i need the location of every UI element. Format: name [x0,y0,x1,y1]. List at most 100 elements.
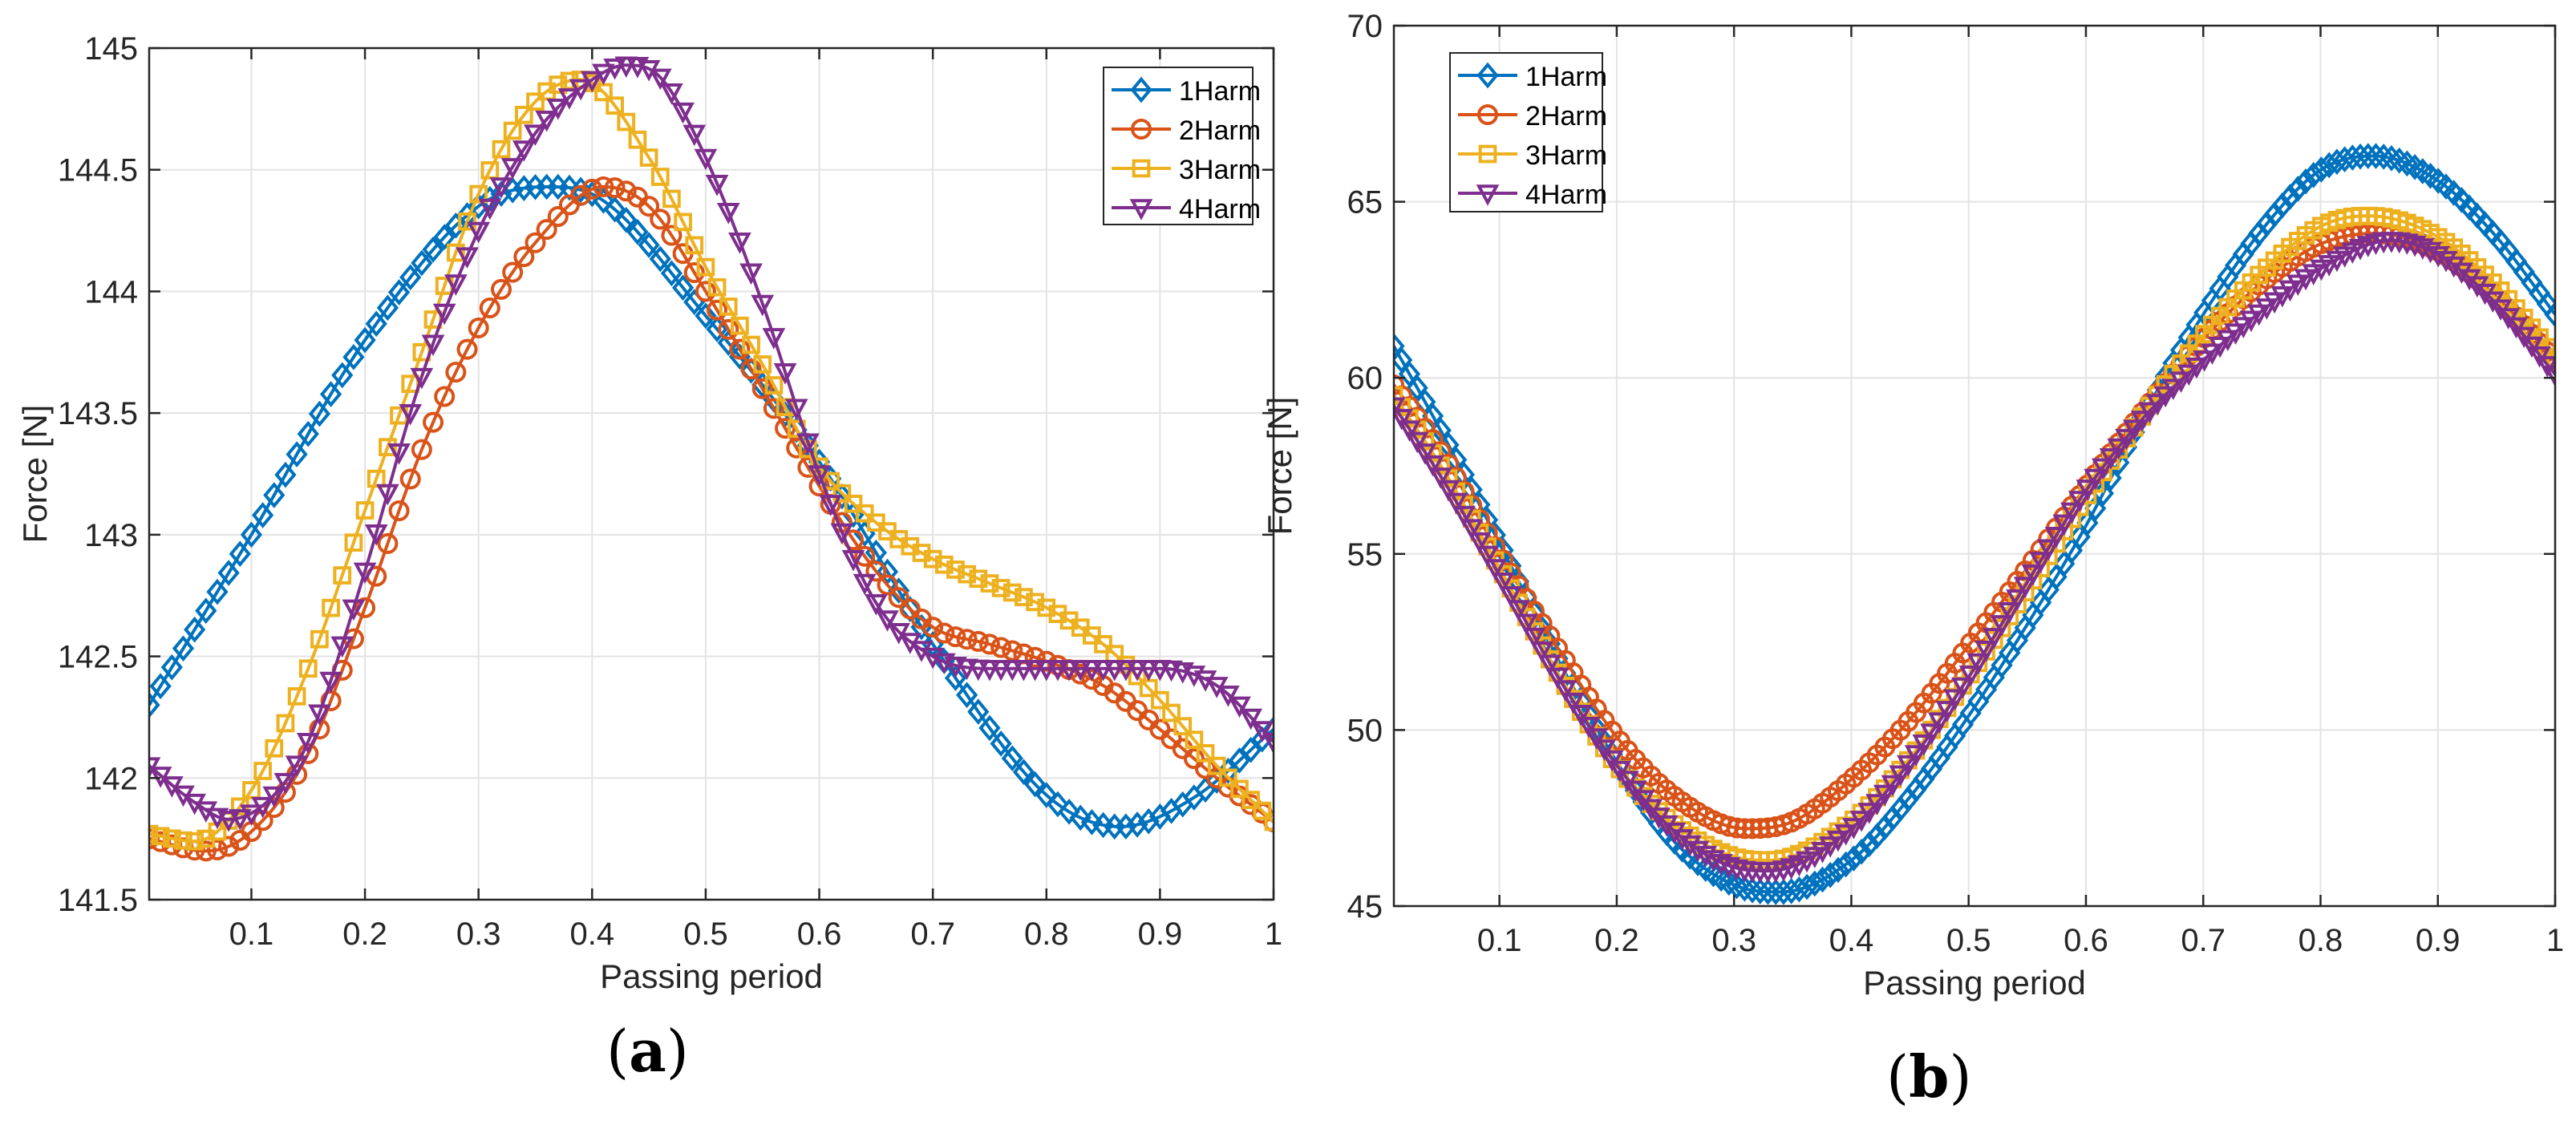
marker-3Harm [276,714,295,733]
marker-4Harm [2021,564,2045,586]
marker-4Harm [353,562,377,585]
marker-3Harm [503,121,522,140]
marker-1Harm [569,176,592,204]
marker-1Harm [1012,759,1035,786]
marker-2Harm [775,418,796,439]
marker-4Harm [2224,323,2247,345]
marker-4Harm [1975,641,1998,662]
marker-4Harm [2107,438,2131,460]
marker-4Harm [1239,708,1263,730]
marker-1Harm [739,357,763,384]
marker-4Harm [2084,468,2107,491]
marker-4Harm [524,124,547,146]
marker-4Harm [1012,659,1035,682]
x-tick-label: 0.2 [1594,923,1639,958]
marker-1Harm [263,482,286,508]
marker-1Harm [2357,143,2380,169]
marker-4Harm [1958,665,1983,687]
marker-3Harm [298,659,318,678]
marker-4Harm [1849,811,1873,832]
marker-4Harm [251,796,274,819]
marker-4Harm [2115,428,2138,451]
marker-4Harm [1514,613,1538,636]
marker-3Harm [174,831,192,850]
marker-4Harm [2270,285,2295,308]
marker-4Harm [387,443,411,465]
marker-4Harm [240,804,263,826]
marker-4Harm [330,636,354,658]
marker-4Harm [1068,659,1092,682]
marker-4Harm [1943,689,1967,711]
marker-4Harm [773,363,797,385]
marker-4Harm [1125,659,1149,682]
marker-3Harm [650,168,670,186]
x-tick-label: 0.3 [1711,923,1756,958]
marker-2Harm [615,180,637,202]
marker-4Harm [456,247,479,269]
marker-4Harm [648,68,672,91]
marker-1Harm [2303,161,2325,188]
marker-1Harm [626,218,649,245]
marker-4Harm [1881,775,1905,797]
legend-label-3Harm: 3Harm [1525,140,1607,171]
marker-2Harm [513,246,535,268]
marker-3Harm [662,189,681,208]
x-tick-label: 1 [2546,923,2564,958]
x-tick-label: 0.7 [910,917,955,952]
marker-3Harm [526,92,545,111]
series-4Harm [149,56,1274,832]
marker-2Harm [967,630,989,652]
marker-4Harm [1834,824,1858,846]
marker-4Harm [1709,853,1733,876]
marker-2Harm [434,386,456,407]
legend: 1Harm 2Harm 3Harm 4Harm [1103,67,1261,225]
marker-4Harm [1023,659,1047,682]
marker-4Harm [1990,615,2014,637]
marker-2Harm [1002,640,1023,662]
marker-1Harm [615,207,638,233]
legend-box [1103,67,1254,225]
marker-4Harm [1873,784,1897,807]
marker-4Harm [364,524,388,546]
marker-1Harm [2286,176,2309,202]
marker-4Harm [830,523,854,545]
marker-3Harm [242,781,261,799]
marker-4Harm [1035,659,1059,682]
axes-box [148,47,1275,901]
y-tick-label: 45 [1347,889,1383,925]
marker-2Harm [978,633,1000,655]
series-4Harm [1394,232,2555,884]
marker-2Harm [423,411,444,433]
marker-4Harm [739,263,763,285]
marker-1Harm [1137,807,1160,835]
marker-4Harm [512,140,536,162]
marker-4Harm [557,88,581,110]
marker-4Harm [1577,716,1601,739]
marker-1Harm [1733,875,1756,902]
marker-4Harm [2411,238,2435,260]
marker-3Harm [458,212,476,231]
marker-2Harm [751,378,773,399]
marker-1Harm [2263,201,2286,228]
marker-4Harm [1966,653,1991,675]
marker-1Harm [1394,333,1405,359]
marker-3Harm [969,569,988,589]
marker-1Harm [1865,823,1889,849]
marker-2Harm [206,839,228,860]
legend-marker-1Harm [1130,76,1152,103]
marker-1Harm [2372,144,2395,170]
marker-4Harm [308,704,331,726]
marker-1Harm [1796,873,1818,900]
marker-2Harm [922,617,944,638]
y-tick-label: 70 [1347,9,1383,44]
marker-3Harm [469,184,488,204]
marker-2Harm [1718,815,1740,837]
marker-4Harm [1538,654,1561,677]
x-tick-label: 1 [1265,917,1282,952]
marker-1Harm [1240,736,1262,763]
marker-3Harm [333,566,352,585]
marker-4Harm [796,433,820,455]
marker-1Harm [990,730,1012,757]
x-tick-label: 0.6 [2064,923,2108,958]
marker-3Harm [606,96,624,115]
